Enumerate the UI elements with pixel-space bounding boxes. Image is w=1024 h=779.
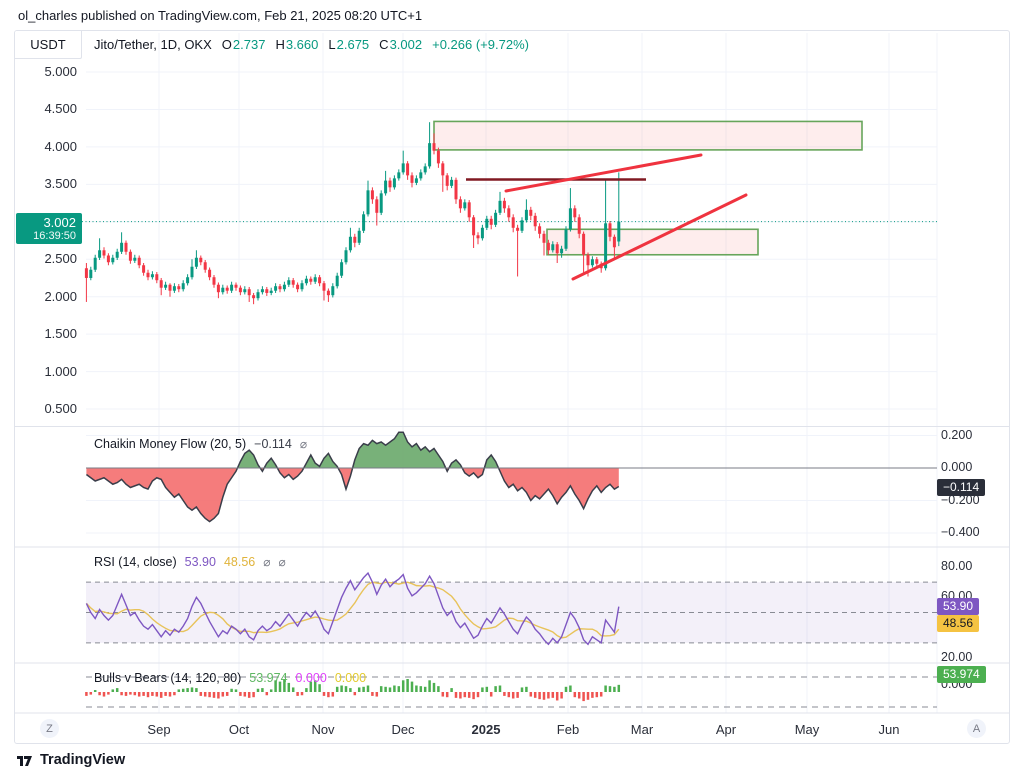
hide-indicator-icon[interactable]: ⌀ — [263, 555, 271, 569]
hide-indicator-icon[interactable]: ⌀ — [278, 555, 286, 569]
cmf-title: Chaikin Money Flow (20, 5) — [94, 437, 247, 451]
symbol-title[interactable]: Jito/Tether, 1D, OKX — [94, 37, 212, 52]
low-value: L 2.675 — [328, 37, 370, 52]
chart-canvas[interactable] — [15, 31, 1009, 743]
rsi-ma-badge: 48.56 — [937, 615, 980, 632]
cmf-value-badge: −0.114 — [937, 479, 986, 496]
change-value: +0.266 (+9.72%) — [432, 37, 529, 52]
bvb-legend[interactable]: Bulls v Bears (14, 120, 80) 53.974 0.000… — [94, 671, 366, 685]
time-tick-label: Apr — [715, 722, 737, 737]
bvb-value-3: 0.000 — [334, 671, 367, 685]
cmf-value: −0.114 — [254, 437, 292, 451]
publish-note: ol_charles published on TradingView.com,… — [18, 8, 423, 23]
timezone-button[interactable]: Z — [40, 719, 59, 738]
auto-scale-button[interactable]: A — [967, 719, 986, 738]
time-tick-label: Dec — [391, 722, 415, 737]
rsi-value-badge: 53.90 — [937, 598, 980, 615]
time-tick-label: Oct — [228, 722, 250, 737]
time-tick-label: 2025 — [471, 722, 501, 737]
time-axis[interactable]: Z A Sep Oct Nov Dec 2025 Feb Mar Apr May Jun — [15, 713, 1011, 744]
chart-legend: Jito/Tether, 1D, OKX O 2.737 H 3.660 L 2.67… — [94, 37, 529, 52]
open-value: O 2.737 — [221, 37, 266, 52]
tradingview-logo-icon — [17, 756, 32, 766]
time-tick-label: Mar — [630, 722, 654, 737]
last-price-badge: 3.002 16:39:50 — [16, 213, 82, 244]
time-tick-label: Sep — [147, 722, 171, 737]
time-tick-label: Jun — [878, 722, 900, 737]
time-tick-label: May — [794, 722, 820, 737]
hide-indicator-icon[interactable]: ⌀ — [299, 437, 308, 451]
brand-name: TradingView — [40, 752, 126, 768]
tradingview-logo[interactable]: TradingView — [16, 752, 125, 768]
bvb-value-badge: 53.974 — [937, 666, 986, 683]
cmf-legend[interactable]: Chaikin Money Flow (20, 5) −0.114 ⌀ — [94, 437, 307, 451]
chart-frame: USDT Jito/Tether, 1D, OKX O 2.737 H 3.660 … — [14, 30, 1010, 744]
close-value: C 3.002 — [379, 37, 423, 52]
quote-currency-chip[interactable]: USDT — [15, 31, 82, 59]
last-price: 3.002 — [43, 215, 76, 230]
bvb-value-2: 0.000 — [295, 671, 327, 685]
high-value: H 3.660 — [275, 37, 319, 52]
bvb-title: Bulls v Bears (14, 120, 80) — [94, 671, 242, 685]
time-tick-label: Feb — [556, 722, 580, 737]
countdown-timer: 16:39:50 — [33, 230, 76, 242]
bvb-value-1: 53.974 — [249, 671, 288, 685]
rsi-ma-value: 48.56 — [223, 555, 256, 569]
rsi-legend[interactable]: RSI (14, close) 53.90 48.56 ⌀ ⌀ — [94, 555, 286, 569]
rsi-value: 53.90 — [184, 555, 216, 569]
rsi-title: RSI (14, close) — [94, 555, 177, 569]
time-tick-label: Nov — [311, 722, 335, 737]
